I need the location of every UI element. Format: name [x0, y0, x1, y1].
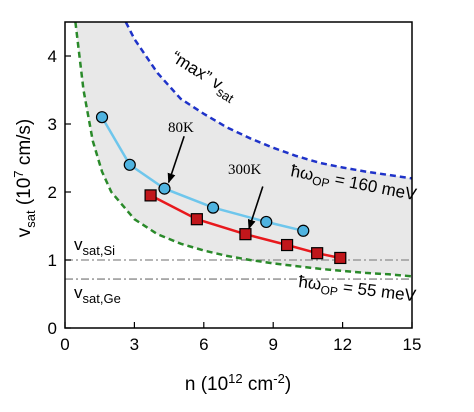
y-axis-title-exp: 7: [11, 170, 26, 177]
data-point-300k: [144, 189, 157, 202]
arrows: [167, 135, 264, 230]
x-axis-title-unit: cm: [243, 374, 274, 395]
x-tick-label: 3: [130, 335, 139, 354]
y-axis-title-mid: (10: [14, 178, 35, 211]
y-tick-label: 3: [48, 115, 57, 134]
data-point-80k: [260, 215, 273, 229]
y-axis-title-sub: sat: [23, 210, 38, 228]
x-tick-label: 6: [199, 335, 208, 354]
reference-lines: [65, 259, 412, 280]
label-55mev-rest: = 55 meV: [337, 277, 417, 305]
label-55mev-hbar: ħω: [298, 272, 323, 294]
arrow-300k: [247, 186, 264, 230]
data-point-300k: [190, 213, 203, 226]
max-vsat-curve: [124, 22, 412, 180]
data-point-80k: [95, 111, 109, 124]
x-tick-label: 15: [403, 335, 422, 354]
x-axis-title: n (1012 cm-2): [185, 371, 291, 395]
data-point-80k: [297, 224, 310, 237]
y-axis-ticks: 0 1 2 3 4: [48, 47, 71, 338]
x-axis-title-exp: 12: [228, 371, 242, 386]
x-axis-title-close: ): [285, 374, 291, 395]
y-axis-title-main: v: [14, 227, 35, 237]
data-point-80k: [158, 182, 171, 195]
y-tick-label: 0: [48, 319, 57, 338]
op-55mev-curve: [74, 22, 412, 278]
series-300k: [144, 189, 347, 265]
data-point-300k: [311, 247, 324, 260]
max-vsat-main: “max” v: [168, 47, 227, 93]
vsat-ge-label: vsat,Ge: [74, 283, 121, 306]
series-80k: [95, 111, 310, 237]
data-point-80k: [206, 201, 220, 214]
vsat-si-sub: sat,Si: [83, 243, 116, 258]
label-300k: 300K: [228, 162, 262, 178]
data-point-300k: [239, 228, 252, 241]
y-axis-title-close: cm/s): [14, 119, 35, 171]
x-axis-title-unit-exp: -2: [273, 371, 285, 386]
series-line-80k: [100, 116, 304, 233]
y-tick-label: 2: [48, 183, 57, 202]
x-tick-label: 0: [60, 335, 69, 354]
vsat-si-main: v: [74, 235, 83, 254]
data-point-300k: [280, 238, 294, 252]
label-160mev-sub: OP: [311, 173, 331, 190]
x-tick-label: 9: [268, 335, 277, 354]
x-axis-title-main: n (10: [185, 374, 228, 395]
plot-area: [65, 22, 412, 280]
y-tick-label: 4: [48, 47, 57, 66]
vsat-si-label: vsat,Si: [74, 235, 115, 258]
label-160mev-hbar: ħω: [289, 161, 315, 184]
data-point-80k: [123, 158, 136, 171]
vsat-ge-main: v: [74, 283, 83, 302]
arrow-80k: [167, 135, 185, 184]
y-axis-title: vsat (107 cm/s): [11, 119, 38, 238]
vsat-ge-sub: sat,Ge: [83, 291, 121, 306]
y-tick-label: 1: [48, 251, 57, 270]
data-point-300k: [334, 251, 347, 265]
label-55mev-sub: OP: [320, 283, 339, 299]
label-55mev: ħωOP = 55 meV: [297, 272, 417, 308]
plot-frame: [64, 21, 413, 329]
x-axis-ticks: 0 3 6 9 12 15: [60, 322, 421, 354]
x-tick-label: 12: [333, 335, 352, 354]
label-80k: 80K: [168, 120, 194, 136]
series-group: [95, 111, 347, 265]
shaded-region: [75, 22, 412, 277]
